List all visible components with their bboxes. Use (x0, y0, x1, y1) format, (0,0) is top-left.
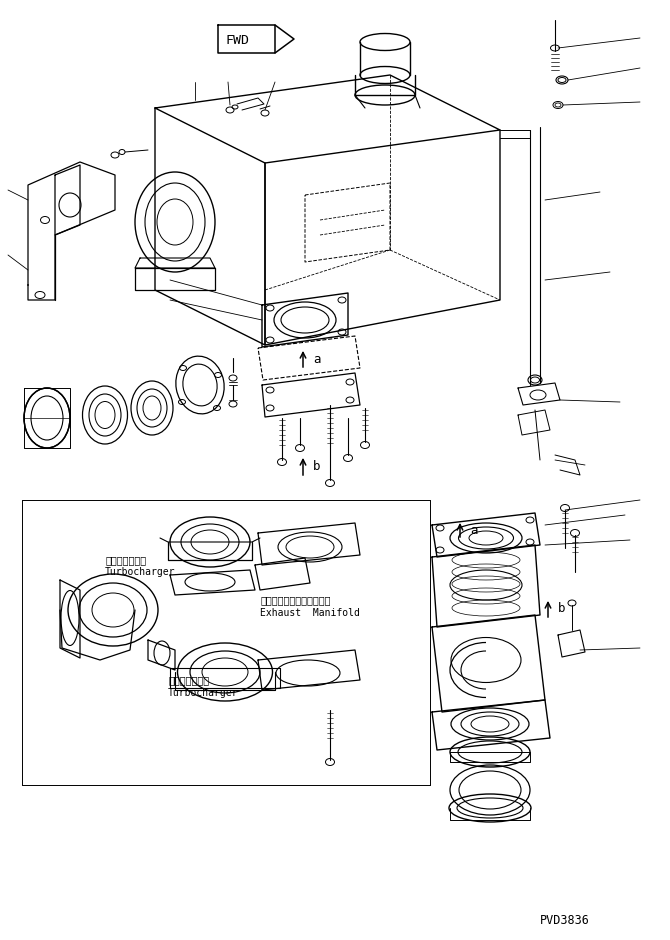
Text: a: a (470, 524, 478, 537)
Text: タボチャージャ: タボチャージャ (168, 675, 209, 685)
Text: b: b (313, 460, 320, 473)
Text: エキゾーストマニホールド: エキゾーストマニホールド (260, 595, 330, 605)
Text: FWD: FWD (225, 34, 249, 46)
Text: a: a (313, 352, 320, 366)
Text: Exhaust  Manifold: Exhaust Manifold (260, 608, 360, 618)
Text: タボチャージャ: タボチャージャ (105, 555, 146, 565)
Text: PVD3836: PVD3836 (540, 914, 590, 927)
Text: Turbocharger: Turbocharger (168, 688, 239, 698)
Text: b: b (558, 602, 565, 615)
Text: Turbocharger: Turbocharger (105, 567, 176, 577)
